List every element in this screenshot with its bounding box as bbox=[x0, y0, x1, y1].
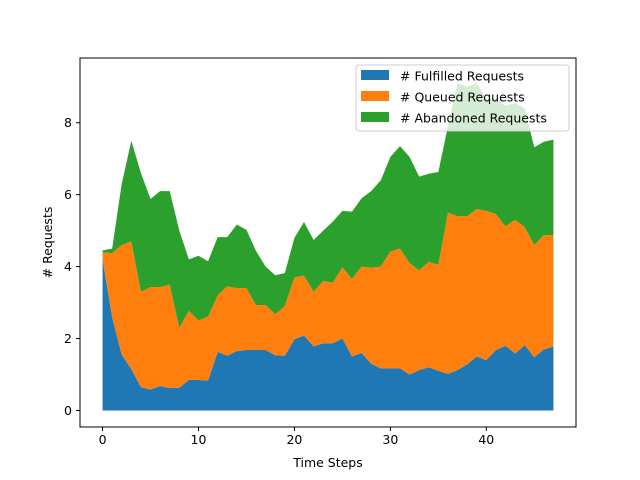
x-tick-label: 40 bbox=[478, 432, 494, 447]
area-layers bbox=[102, 83, 554, 411]
x-tick-label: 20 bbox=[286, 432, 302, 447]
legend: # Fulfilled Requests # Queued Requests #… bbox=[355, 64, 570, 132]
y-tick-label: 6 bbox=[64, 187, 72, 202]
y-tick-label: 8 bbox=[64, 115, 72, 130]
legend-swatch-abandoned bbox=[361, 112, 389, 122]
legend-label-abandoned: # Abandoned Requests bbox=[400, 111, 547, 126]
x-tick-label: 30 bbox=[382, 432, 398, 447]
y-tick-label: 4 bbox=[64, 259, 72, 274]
y-axis-ticks: 0 2 4 6 8 bbox=[64, 115, 80, 418]
y-tick-label: 0 bbox=[64, 403, 72, 418]
x-tick-label: 10 bbox=[191, 432, 207, 447]
y-axis-label: # Requests bbox=[40, 207, 55, 279]
y-tick-label: 2 bbox=[64, 331, 72, 346]
legend-box bbox=[355, 64, 570, 132]
legend-swatch-queued bbox=[361, 91, 389, 101]
area-series-1 bbox=[102, 209, 554, 390]
x-axis-ticks: 0 10 20 30 40 bbox=[99, 427, 494, 447]
x-tick-label: 0 bbox=[99, 432, 107, 447]
area-series-0 bbox=[102, 259, 554, 411]
legend-label-queued: # Queued Requests bbox=[400, 90, 525, 105]
legend-swatch-fulfilled bbox=[361, 70, 389, 80]
axes-frame bbox=[79, 57, 577, 428]
x-axis-label: Time Steps bbox=[292, 455, 363, 470]
legend-label-fulfilled: # Fulfilled Requests bbox=[400, 69, 524, 84]
area-series-2 bbox=[102, 83, 554, 328]
